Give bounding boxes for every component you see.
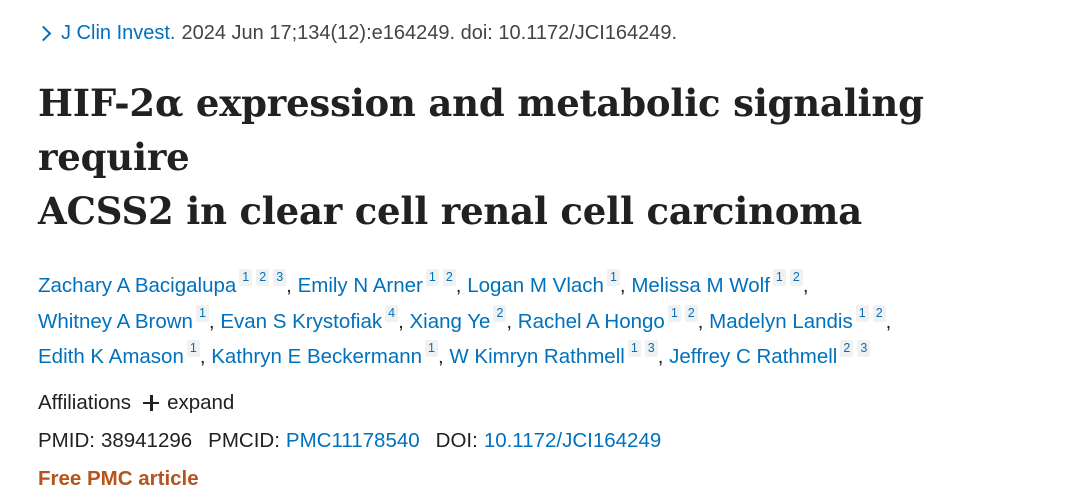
article-title-line-1: HIF-2α expression and metabolic signalin… bbox=[38, 81, 924, 179]
author-name-link[interactable]: Kathryn E Beckermann bbox=[211, 345, 423, 368]
affiliation-ref[interactable]: 2 bbox=[872, 304, 886, 322]
author-name-link[interactable]: Whitney A Brown bbox=[38, 309, 193, 333]
author-item: Zachary A Bacigalupa 1 2 3 bbox=[38, 269, 287, 297]
doi-link[interactable]: 10.1172/JCI164249 bbox=[483, 428, 662, 452]
affiliation-ref[interactable]: 1 bbox=[186, 340, 200, 358]
affiliation-ref[interactable]: 1 bbox=[195, 304, 209, 322]
article-title-line-2: ACSS2 in clear cell renal cell carcinoma bbox=[38, 189, 862, 233]
author-item: W Kimryn Rathmell 1 3 bbox=[449, 340, 658, 368]
author-item: Emily N Arner 1 2 bbox=[297, 269, 456, 297]
affiliation-ref[interactable]: 2 bbox=[256, 269, 270, 287]
affiliations-label: Affiliations bbox=[38, 390, 132, 414]
author-name-link[interactable]: Edith K Amason bbox=[38, 345, 184, 368]
affiliation-ref[interactable]: 2 bbox=[840, 340, 854, 358]
author-name-link[interactable]: Zachary A Bacigalupa bbox=[38, 274, 237, 297]
pmcid-link[interactable]: PMC11178540 bbox=[285, 428, 420, 452]
citation-line: J Clin Invest. 2024 Jun 17;134(12):e1642… bbox=[35, 20, 1042, 46]
author-item: Kathryn E Beckermann 1 bbox=[211, 340, 438, 368]
affiliation-ref[interactable]: 3 bbox=[857, 340, 871, 358]
citation-details: 2024 Jun 17;134(12):e164249. doi: 10.117… bbox=[181, 22, 678, 44]
author-item: Xiang Ye 2 bbox=[409, 304, 507, 333]
chevron-right-icon bbox=[35, 25, 52, 41]
author-name-link[interactable]: Xiang Ye bbox=[409, 309, 491, 333]
affiliation-ref[interactable]: 3 bbox=[644, 340, 658, 358]
author-name-link[interactable]: Logan M Vlach bbox=[467, 274, 604, 297]
doi-label: DOI: bbox=[435, 428, 478, 452]
affiliation-ref[interactable]: 2 bbox=[684, 304, 698, 322]
affiliation-ref[interactable]: 4 bbox=[385, 304, 399, 322]
affiliation-ref[interactable]: 2 bbox=[789, 269, 803, 287]
pmid-label: PMID: bbox=[38, 428, 95, 452]
plus-icon bbox=[143, 394, 160, 411]
affiliation-ref[interactable]: 3 bbox=[273, 269, 287, 287]
author-item: Whitney A Brown 1 bbox=[38, 304, 209, 333]
author-name-link[interactable]: Melissa M Wolf bbox=[631, 274, 770, 297]
author-name-link[interactable]: Rachel A Hongo bbox=[517, 309, 665, 333]
affiliation-ref[interactable]: 1 bbox=[239, 269, 253, 287]
affiliation-ref[interactable]: 1 bbox=[855, 304, 869, 322]
affiliations-row: Affiliations expand bbox=[38, 389, 1042, 417]
article-title: HIF-2α expression and metabolic signalin… bbox=[38, 76, 1042, 238]
author-item: Rachel A Hongo 1 2 bbox=[517, 304, 698, 333]
authors-list: Zachary A Bacigalupa 1 2 3, Emily N Arner 1 2… bbox=[38, 269, 892, 368]
article-header: J Clin Invest. 2024 Jun 17;134(12):e1642… bbox=[35, 20, 1042, 490]
author-item: Melissa M Wolf 1 2 bbox=[631, 269, 803, 297]
affiliation-ref[interactable]: 1 bbox=[606, 269, 620, 287]
expand-label: expand bbox=[167, 390, 235, 414]
author-name-link[interactable]: Emily N Arner bbox=[297, 274, 423, 297]
affiliation-ref[interactable]: 1 bbox=[627, 340, 641, 358]
free-pmc-article-badge: Free PMC article bbox=[38, 466, 199, 490]
affiliation-ref[interactable]: 1 bbox=[772, 269, 786, 287]
author-item: Madelyn Landis 1 2 bbox=[709, 304, 886, 333]
pmcid-label: PMCID: bbox=[208, 428, 280, 452]
author-name-link[interactable]: W Kimryn Rathmell bbox=[449, 345, 625, 368]
expand-affiliations-button[interactable]: expand bbox=[143, 389, 234, 417]
affiliation-ref[interactable]: 1 bbox=[667, 304, 681, 322]
author-name-link[interactable]: Evan S Krystofiak bbox=[220, 309, 383, 333]
author-name-link[interactable]: Jeffrey C Rathmell bbox=[669, 345, 838, 368]
author-item: Edith K Amason 1 bbox=[38, 340, 200, 368]
affiliation-ref[interactable]: 1 bbox=[425, 340, 438, 358]
author-item: Evan S Krystofiak 4 bbox=[220, 304, 399, 333]
author-item: Logan M Vlach 1 bbox=[467, 269, 620, 297]
affiliation-ref[interactable]: 1 bbox=[425, 269, 439, 287]
author-item: Jeffrey C Rathmell 2 3 bbox=[669, 340, 871, 368]
affiliation-ref[interactable]: 2 bbox=[493, 304, 507, 322]
affiliation-ref[interactable]: 2 bbox=[442, 269, 456, 287]
pmid-value: 38941296 bbox=[100, 428, 193, 452]
author-name-link[interactable]: Madelyn Landis bbox=[709, 309, 853, 333]
journal-link[interactable]: J Clin Invest. bbox=[61, 22, 176, 44]
